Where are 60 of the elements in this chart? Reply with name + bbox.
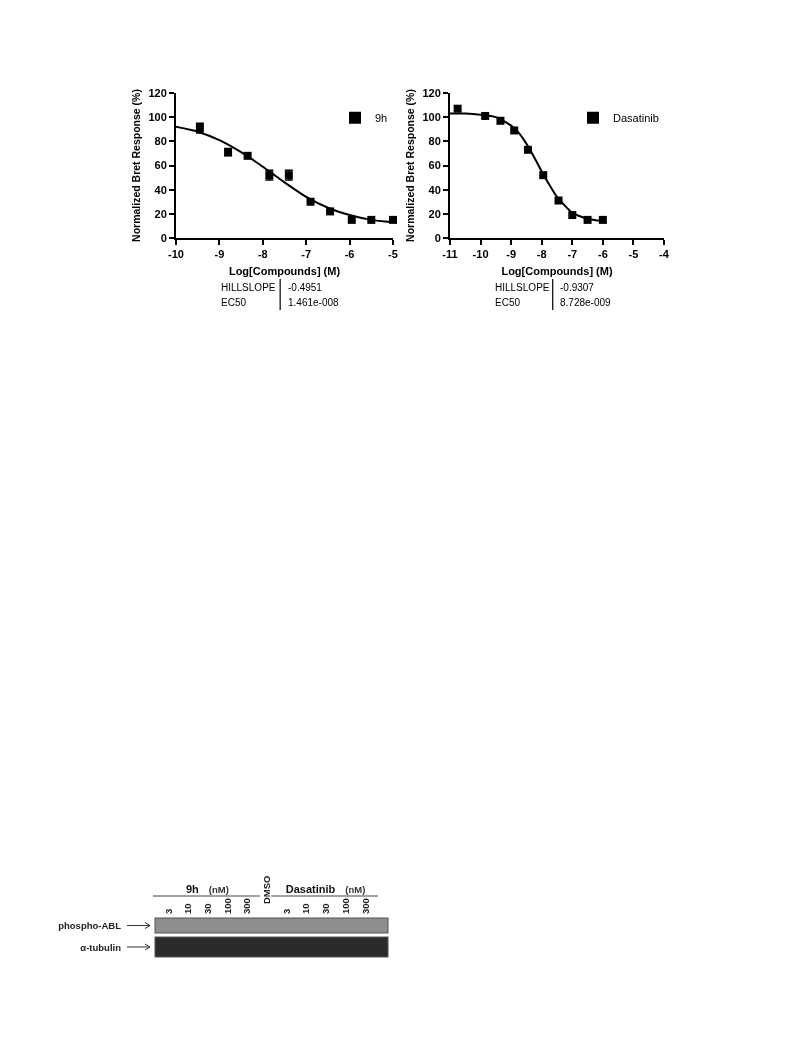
y-axis-title: Normalized Bret Response (%): [403, 89, 416, 242]
x-tick-label: -10: [472, 248, 489, 261]
y-tick-label: 40: [428, 183, 441, 196]
y-tick-label: 60: [428, 159, 441, 172]
x-tick-label: -10: [168, 248, 184, 261]
legend-label: 9h: [375, 111, 388, 124]
x-tick-label: -7: [567, 248, 578, 261]
y-tick-label: 40: [154, 183, 167, 196]
text: EC50: [495, 297, 521, 308]
category-label: 30: [320, 903, 332, 914]
x-tick-label: -4: [659, 248, 670, 261]
y-tick-label: 80: [428, 135, 441, 148]
x-tick-label: -8: [536, 248, 547, 261]
text: HILLSLOPE: [221, 282, 276, 293]
y-tick-label: 60: [154, 159, 167, 172]
y-tick-label: 20: [428, 207, 441, 220]
y-tick-label: 100: [422, 111, 441, 124]
y-tick-label: 20: [154, 207, 167, 220]
category-label: 10: [182, 903, 194, 914]
text: HILLSLOPE: [495, 282, 550, 293]
x-axis-title: Log[Compounds] (M): [228, 264, 341, 277]
x-axis-title: Log[Compounds] (M): [501, 264, 613, 277]
x-tick-label: -6: [344, 248, 355, 261]
category-label: 300: [241, 898, 253, 914]
category-label: 100: [221, 898, 233, 914]
text: 9h: [185, 883, 200, 895]
y-tick-label: 0: [434, 231, 441, 244]
text: (nM): [345, 884, 366, 895]
x-tick-label: -5: [388, 248, 398, 261]
y-tick-label: 120: [422, 86, 441, 99]
category-label: 100: [339, 898, 351, 914]
text: 8.728e-009: [560, 297, 612, 308]
category-label: 3: [280, 908, 292, 914]
x-tick-label: -6: [597, 248, 608, 261]
category-label: 30: [201, 903, 213, 914]
y-tick-label: 80: [154, 135, 167, 148]
y-tick-label: 120: [148, 86, 167, 99]
x-tick-label: -9: [214, 248, 225, 261]
category-label: DMSO: [261, 875, 272, 904]
x-tick-label: -7: [301, 248, 312, 261]
category-label: α-tubulin: [80, 941, 121, 953]
point: [347, 215, 356, 224]
text: -0.9307: [560, 282, 595, 293]
text: -0.4951: [288, 282, 323, 293]
x-tick-label: -11: [442, 248, 458, 261]
category-label: 10: [300, 903, 312, 914]
legend-label: Dasatinib: [613, 111, 659, 124]
category-label: 300: [359, 898, 371, 914]
text: EC50: [221, 297, 247, 308]
x-tick-label: -9: [506, 248, 517, 261]
y-tick-label: 0: [160, 231, 167, 244]
text: 1.461e-008: [288, 297, 340, 308]
text: (nM): [208, 884, 229, 895]
category-label: 3: [162, 908, 174, 914]
x-tick-label: -8: [257, 248, 268, 261]
x-tick-label: -5: [628, 248, 639, 261]
text: Dasatinib: [285, 883, 336, 895]
y-axis-title: Normalized Bret Response (%): [129, 89, 142, 242]
category-label: phospho-ABL: [58, 920, 121, 931]
y-tick-label: 100: [148, 111, 167, 124]
